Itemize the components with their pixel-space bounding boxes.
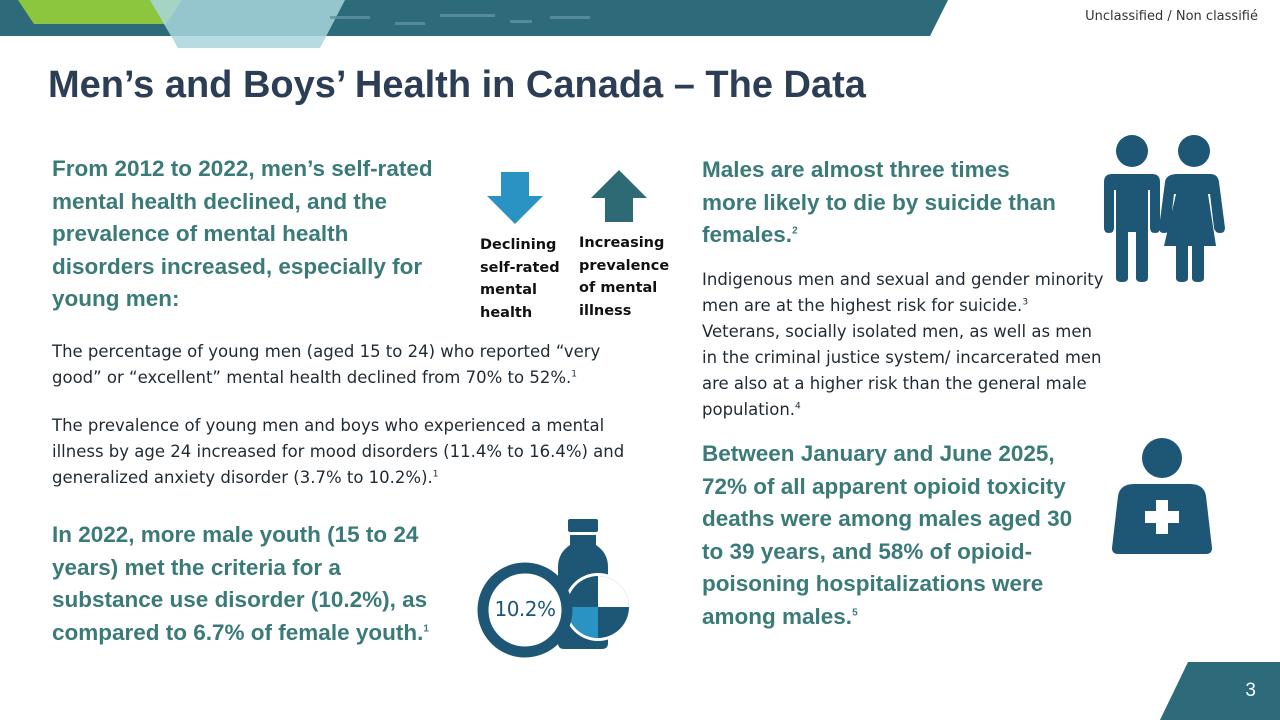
arrow-down-label: Declining self-rated mental health	[480, 237, 560, 321]
page-number-tab	[1160, 662, 1280, 720]
para-a-footnote: 3	[1022, 297, 1029, 308]
para2-text: The prevalence of young men and boys who…	[52, 416, 625, 487]
page-number: 3	[1245, 680, 1256, 701]
top-banner	[0, 0, 948, 48]
ring-icon	[477, 562, 573, 658]
suicide-risk-groups-paragraph: Indigenous men and sexual and gender min…	[702, 267, 1107, 423]
pie-icon	[564, 573, 632, 641]
medical-person-icon	[1112, 438, 1212, 554]
opioid-headline: Between January and June 2025, 72% of al…	[702, 438, 1097, 633]
para-b-footnote: 4	[795, 401, 801, 412]
para1-text: The percentage of young men (aged 15 to …	[52, 342, 601, 387]
young-men-mental-health-paragraph: The percentage of young men (aged 15 to …	[52, 339, 637, 391]
arrow-up-label: Increasing prevalence of mental illness	[579, 235, 670, 319]
para1-footnote: 1	[571, 369, 577, 380]
para-a-text: Indigenous men and sexual and gender min…	[702, 270, 1104, 315]
suicide-headline: Males are almost three times more likely…	[702, 154, 1062, 252]
suicide-headline-text: Males are almost three times more likely…	[702, 157, 1056, 247]
mental-health-headline-text: From 2012 to 2022, men’s self-rated ment…	[52, 156, 433, 311]
para2-footnote: 1	[432, 469, 439, 480]
para-b-text: Veterans, socially isolated men, as well…	[702, 322, 1102, 419]
page-title: Men’s and Boys’ Health in Canada – The D…	[48, 64, 866, 106]
mental-illness-prevalence-paragraph: The prevalence of young men and boys who…	[52, 413, 637, 491]
opioid-headline-text: Between January and June 2025, 72% of al…	[702, 441, 1073, 629]
arrow-down-icon	[487, 172, 543, 224]
mental-health-headline: From 2012 to 2022, men’s self-rated ment…	[52, 153, 447, 316]
opioid-headline-footnote: 5	[852, 607, 858, 618]
classification-label: Unclassified / Non classifié	[1085, 9, 1258, 24]
suicide-headline-footnote: 2	[792, 225, 798, 237]
substance-use-headline-text: In 2022, more male youth (15 to 24 years…	[52, 522, 428, 645]
substance-use-footnote: 1	[423, 623, 429, 634]
man-woman-icon	[1104, 135, 1225, 282]
substance-use-headline: In 2022, more male youth (15 to 24 years…	[52, 519, 452, 649]
arrow-up-icon	[591, 170, 647, 222]
ring-value: 10.2%	[494, 597, 556, 621]
substance-use-illustration	[477, 519, 632, 658]
